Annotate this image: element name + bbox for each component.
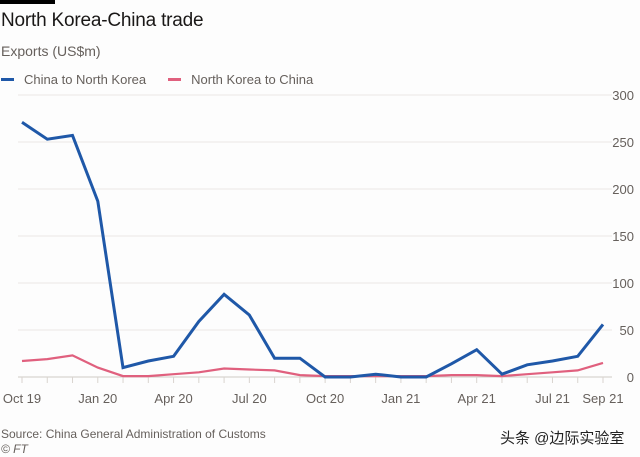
chart-subtitle: Exports (US$m) — [1, 43, 101, 59]
x-tick-label: Apr 21 — [458, 391, 496, 406]
y-tick-label: 150 — [612, 229, 634, 244]
y-tick-label: 300 — [612, 88, 634, 103]
source-note: Source: China General Administration of … — [1, 427, 266, 441]
x-tick-label: Oct 19 — [3, 391, 41, 406]
copyright: © FT — [1, 442, 28, 456]
x-tick-label: Sep 21 — [582, 391, 623, 406]
legend-item-china-to-nk: China to North Korea — [1, 72, 146, 87]
x-axis-ticks: Oct 19 Jan 20 Apr 20 Jul 20 Oct 20 Jan 21 Apr … — [3, 377, 624, 406]
legend-swatch-pink — [168, 78, 182, 81]
x-tick-label: Jan 20 — [78, 391, 117, 406]
x-tick-label: Oct 20 — [306, 391, 344, 406]
y-tick-label: 0 — [627, 370, 634, 385]
legend-swatch-blue — [1, 78, 14, 81]
line-chart: 0 50 100 150 200 250 300 Oct 19 Jan 20 Apr 20 Jul… — [3, 88, 634, 406]
brand-bar — [0, 0, 55, 4]
x-tick-label: Apr 20 — [154, 391, 192, 406]
y-tick-label: 50 — [620, 323, 634, 338]
x-tick-label: Jul 20 — [232, 391, 267, 406]
legend-item-nk-to-china: North Korea to China — [168, 72, 313, 87]
x-tick-label: Jan 21 — [381, 391, 420, 406]
data-lines — [21, 121, 605, 379]
watermark: 头条 @边际实验室 — [500, 430, 625, 447]
legend-label: China to North Korea — [24, 72, 147, 87]
y-tick-label: 100 — [612, 276, 634, 291]
y-axis-ticks: 0 50 100 150 200 250 300 — [612, 88, 634, 385]
y-tick-label: 200 — [612, 182, 634, 197]
legend-label: North Korea to China — [191, 72, 314, 87]
series-line — [21, 121, 605, 379]
legend: China to North Korea North Korea to Chin… — [1, 72, 335, 87]
y-tick-label: 250 — [612, 135, 634, 150]
gridlines — [18, 94, 612, 378]
x-tick-label: Jul 21 — [535, 391, 570, 406]
series-line — [21, 354, 604, 378]
chart-title: North Korea-China trade — [1, 10, 204, 31]
